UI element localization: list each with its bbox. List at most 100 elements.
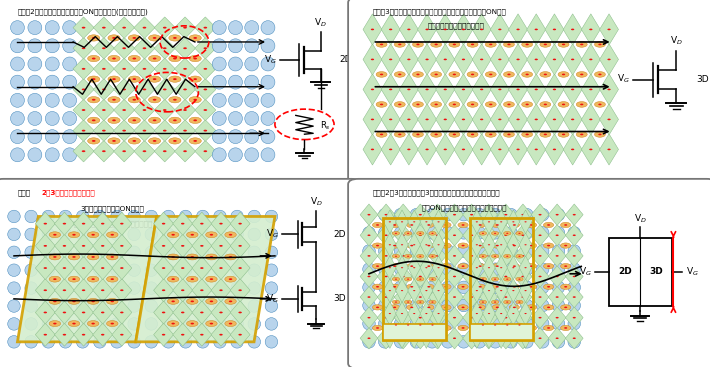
Ellipse shape [197, 264, 209, 276]
Circle shape [171, 323, 175, 324]
Circle shape [171, 256, 175, 258]
Circle shape [516, 29, 520, 30]
Ellipse shape [378, 335, 391, 348]
Circle shape [112, 58, 116, 59]
Circle shape [385, 235, 388, 236]
Circle shape [425, 244, 427, 245]
Circle shape [129, 117, 141, 123]
Ellipse shape [111, 282, 124, 294]
Circle shape [108, 76, 120, 82]
Ellipse shape [552, 226, 564, 239]
Circle shape [500, 221, 502, 222]
Ellipse shape [426, 226, 438, 239]
Polygon shape [472, 14, 491, 45]
Circle shape [407, 305, 417, 310]
Text: （スイッチング機能の喪失）: （スイッチング機能の喪失） [428, 22, 485, 29]
Ellipse shape [489, 299, 501, 312]
Circle shape [425, 290, 427, 291]
Ellipse shape [520, 317, 533, 330]
Circle shape [416, 134, 420, 135]
Polygon shape [74, 257, 94, 280]
Circle shape [530, 224, 533, 226]
Circle shape [393, 300, 400, 304]
Circle shape [183, 27, 187, 29]
Circle shape [133, 58, 136, 59]
Polygon shape [363, 104, 382, 135]
Polygon shape [411, 245, 430, 266]
Circle shape [129, 76, 141, 82]
Ellipse shape [62, 130, 77, 143]
Circle shape [393, 265, 396, 267]
Polygon shape [408, 256, 420, 280]
Circle shape [491, 254, 498, 258]
Circle shape [187, 321, 198, 327]
Circle shape [92, 78, 96, 80]
Polygon shape [463, 307, 481, 328]
Polygon shape [377, 286, 395, 308]
Circle shape [521, 235, 525, 236]
Ellipse shape [11, 75, 24, 89]
Text: 3D: 3D [697, 75, 709, 84]
Ellipse shape [162, 300, 175, 312]
Circle shape [526, 222, 537, 228]
Circle shape [436, 255, 439, 257]
Polygon shape [400, 44, 418, 75]
Circle shape [547, 265, 550, 267]
Circle shape [488, 244, 490, 245]
Circle shape [385, 296, 388, 298]
Circle shape [492, 305, 503, 310]
Circle shape [470, 214, 473, 215]
Polygon shape [548, 204, 566, 225]
Circle shape [462, 265, 464, 267]
Circle shape [153, 140, 156, 142]
Circle shape [476, 290, 478, 291]
Circle shape [589, 29, 592, 30]
Polygon shape [545, 14, 564, 45]
Polygon shape [154, 58, 175, 80]
Polygon shape [363, 134, 382, 165]
Ellipse shape [231, 246, 244, 259]
Ellipse shape [94, 282, 106, 294]
Circle shape [407, 279, 409, 280]
Polygon shape [360, 307, 378, 328]
Circle shape [405, 300, 412, 304]
Circle shape [373, 325, 383, 331]
Circle shape [401, 336, 403, 337]
Polygon shape [527, 74, 546, 105]
Circle shape [219, 245, 223, 247]
Polygon shape [394, 225, 412, 246]
Circle shape [525, 290, 527, 291]
Circle shape [87, 138, 100, 144]
Circle shape [538, 255, 542, 257]
Circle shape [92, 278, 95, 280]
Polygon shape [175, 37, 195, 59]
Polygon shape [563, 74, 582, 105]
Ellipse shape [180, 335, 192, 348]
Polygon shape [93, 79, 114, 100]
Ellipse shape [45, 112, 59, 126]
Circle shape [143, 130, 146, 131]
Polygon shape [112, 234, 132, 257]
Circle shape [101, 267, 104, 269]
Ellipse shape [162, 210, 175, 223]
Ellipse shape [28, 75, 42, 89]
Polygon shape [363, 14, 382, 45]
Circle shape [530, 306, 533, 308]
Circle shape [402, 338, 405, 339]
Circle shape [101, 223, 104, 225]
Circle shape [525, 336, 527, 337]
Circle shape [368, 296, 371, 298]
Polygon shape [508, 134, 528, 165]
Polygon shape [480, 204, 498, 225]
Ellipse shape [537, 281, 549, 294]
Circle shape [509, 264, 520, 269]
Ellipse shape [265, 228, 278, 241]
Ellipse shape [378, 281, 391, 294]
Circle shape [475, 284, 486, 290]
Ellipse shape [77, 335, 89, 348]
Circle shape [594, 102, 606, 107]
Circle shape [487, 338, 491, 339]
Circle shape [87, 117, 100, 123]
Circle shape [607, 149, 611, 150]
Polygon shape [173, 279, 192, 302]
